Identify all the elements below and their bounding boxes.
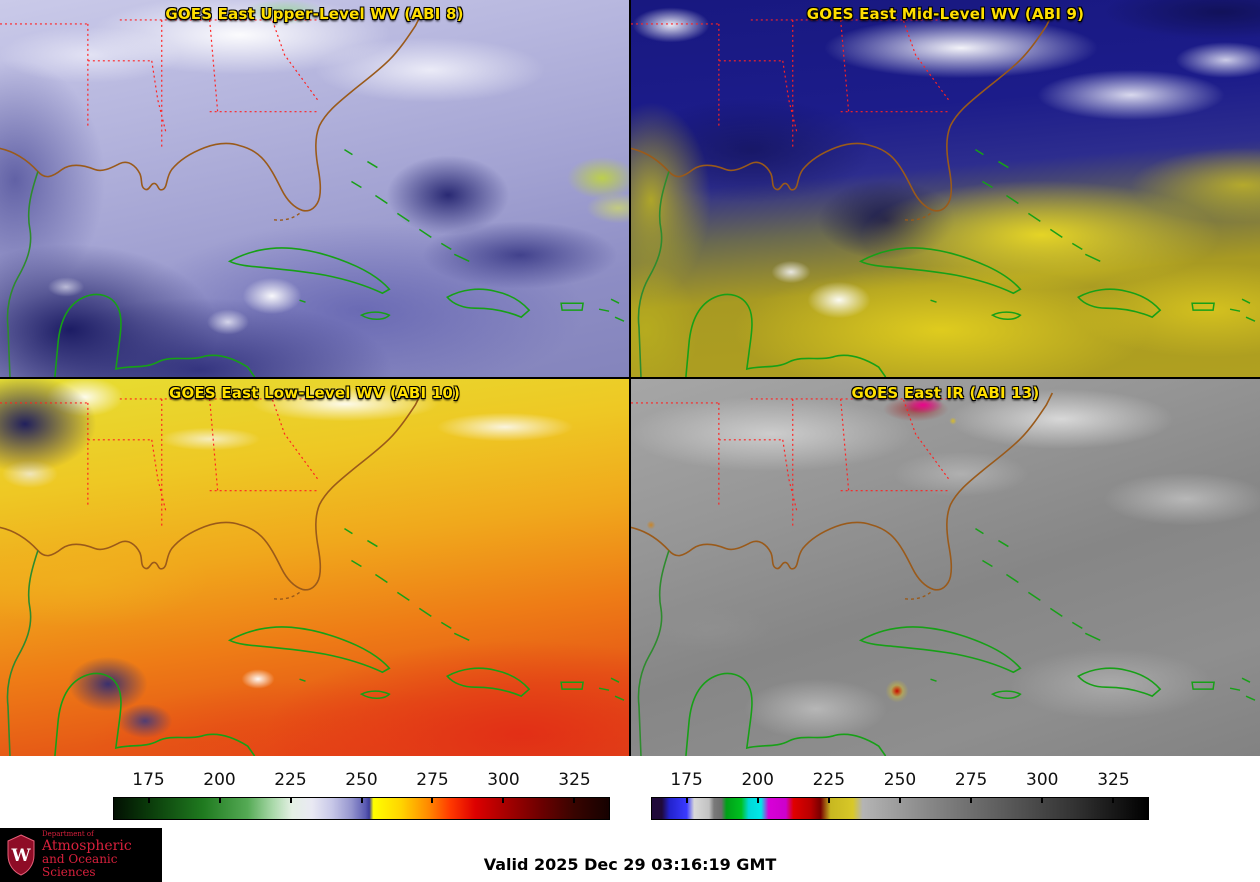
colorbar-wv-tick-label: 325: [558, 770, 591, 790]
map-overlay-abi8: [0, 13, 625, 377]
colorbar-section: 175 200 225 250 275 300 325 175 200 225 …: [0, 756, 1260, 830]
panel-ir-abi13: GOES East IR (ABI 13): [631, 379, 1260, 756]
colorbar-wv: 175 200 225 250 275 300 325: [113, 770, 610, 826]
aos-logo-text: Department of Atmospheric and Oceanic Sc…: [42, 830, 156, 880]
colorbar-wv-tick-label: 250: [345, 770, 378, 790]
footer: W Department of Atmospheric and Oceanic …: [0, 828, 1260, 882]
colorbar-ir: 175 200 225 250 275 300 325: [651, 770, 1149, 826]
colorbar-wv-tick-label: 275: [416, 770, 449, 790]
colorbar-wv-tick-label: 225: [274, 770, 307, 790]
logo-dept-prefix: Department of: [42, 830, 94, 839]
colorbar-ir-tick-label: 200: [741, 770, 774, 790]
uw-crest-icon: W: [7, 834, 35, 876]
logo-line1: Atmospheric: [42, 837, 132, 854]
logo-line2: and Oceanic Sciences: [42, 852, 118, 880]
valid-timestamp: Valid 2025 Dec 29 03:16:19 GMT: [483, 855, 777, 874]
panel-upper-level-wv-abi8: GOES East Upper-Level WV (ABI 8): [0, 0, 629, 377]
map-overlay-abi10: [0, 392, 625, 756]
colorbar-ir-tick-label: 250: [883, 770, 917, 790]
svg-text:W: W: [10, 846, 31, 866]
panel-low-level-wv-abi10: GOES East Low-Level WV (ABI 10): [0, 379, 629, 756]
panel-title-abi9: GOES East Mid-Level WV (ABI 9): [806, 5, 1085, 23]
aos-department-logo: W Department of Atmospheric and Oceanic …: [0, 828, 162, 882]
colorbar-wv-tick-label: 175: [132, 770, 165, 790]
colorbar-ir-tick-label: 175: [670, 770, 703, 790]
map-overlay-abi9: [631, 13, 1256, 377]
colorbar-ir-tick-label: 275: [954, 770, 988, 790]
satellite-panel-grid: GOES East Upper-Level WV (ABI 8) GOES Ea…: [0, 0, 1260, 756]
map-overlay-abi13: [631, 392, 1256, 756]
colorbar-wv-labels: 175 200 225 250 275 300 325: [113, 770, 610, 794]
colorbar-wv-tick-label: 200: [203, 770, 236, 790]
panel-title-abi10: GOES East Low-Level WV (ABI 10): [168, 384, 461, 402]
colorbar-ir-tick-label: 300: [1026, 770, 1059, 790]
panel-mid-level-wv-abi9: GOES East Mid-Level WV (ABI 9): [631, 0, 1260, 377]
colorbar-ir-labels: 175 200 225 250 275 300 325: [651, 770, 1149, 794]
colorbar-ir-gradient: [651, 797, 1149, 820]
colorbar-wv-tick-label: 300: [487, 770, 520, 790]
colorbar-ir-tick-label: 325: [1097, 770, 1130, 790]
panel-title-abi8: GOES East Upper-Level WV (ABI 8): [165, 5, 464, 23]
panel-title-abi13: GOES East IR (ABI 13): [851, 384, 1040, 402]
colorbar-ir-tick-label: 225: [812, 770, 846, 790]
colorbar-wv-gradient: [113, 797, 610, 820]
